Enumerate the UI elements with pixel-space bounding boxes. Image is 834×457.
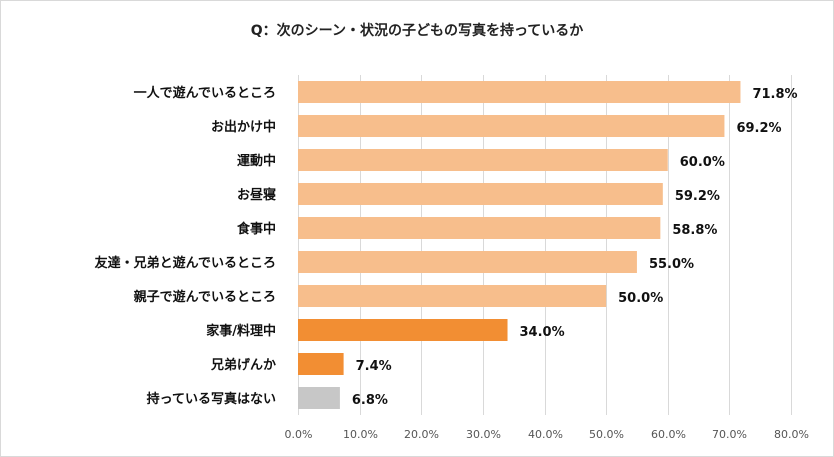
value-label: 69.2% xyxy=(736,121,781,136)
value-label: 55.0% xyxy=(649,257,694,272)
value-label: 60.0% xyxy=(680,155,725,170)
category-label: 親子で遊んでいるところ xyxy=(134,289,276,305)
bar-3 xyxy=(298,183,663,205)
category-label: お出かけ中 xyxy=(211,119,276,135)
bar-9 xyxy=(298,387,340,409)
value-label: 34.0% xyxy=(520,325,565,340)
x-axis-tick-labels: 0.0% 10.0% 20.0% 30.0% 40.0% 50.0% 60.0% 70.0% 8… xyxy=(285,428,809,441)
bar-4 xyxy=(298,217,661,239)
category-label: 友達・兄弟と遊んでいるところ xyxy=(95,255,276,271)
x-tick-label: 30.0% xyxy=(466,428,501,441)
bar-5 xyxy=(298,251,637,273)
value-label: 50.0% xyxy=(618,291,663,306)
chart-title: Q：次のシーン・状況の子どもの写真を持っているか xyxy=(251,22,584,39)
bar-0 xyxy=(298,81,741,103)
bars xyxy=(298,81,741,409)
bar-1 xyxy=(298,115,725,137)
x-tick-label: 20.0% xyxy=(404,428,439,441)
category-label: 運動中 xyxy=(237,153,276,169)
bar-2 xyxy=(298,149,668,171)
category-label: 家事/料理中 xyxy=(206,323,276,339)
value-label: 6.8% xyxy=(352,393,388,408)
bar-8 xyxy=(298,353,344,375)
value-label: 59.2% xyxy=(675,189,720,204)
value-label: 58.8% xyxy=(672,223,717,238)
value-label: 71.8% xyxy=(752,87,797,102)
x-tick-label: 40.0% xyxy=(528,428,563,441)
x-tick-label: 70.0% xyxy=(712,428,747,441)
x-tick-label: 80.0% xyxy=(774,428,809,441)
category-label: 一人で遊んでいるところ xyxy=(134,85,276,101)
category-label: 持っている写真はない xyxy=(147,391,276,407)
value-labels: 71.8% 69.2% 60.0% 59.2% 58.8% 55.0% 50.0% 34.0%… xyxy=(352,87,798,408)
category-labels: 一人で遊んでいるところお出かけ中運動中お昼寝食事中友達・兄弟と遊んでいるところ親… xyxy=(95,85,276,407)
x-tick-label: 60.0% xyxy=(651,428,686,441)
bar-6 xyxy=(298,285,607,307)
value-label: 7.4% xyxy=(356,359,392,374)
category-label: お昼寝 xyxy=(237,187,276,203)
x-tick-label: 0.0% xyxy=(285,428,313,441)
x-tick-label: 10.0% xyxy=(343,428,378,441)
x-tick-label: 50.0% xyxy=(589,428,624,441)
category-label: 兄弟げんか xyxy=(210,357,276,373)
bar-7 xyxy=(298,319,508,341)
category-label: 食事中 xyxy=(237,221,276,237)
